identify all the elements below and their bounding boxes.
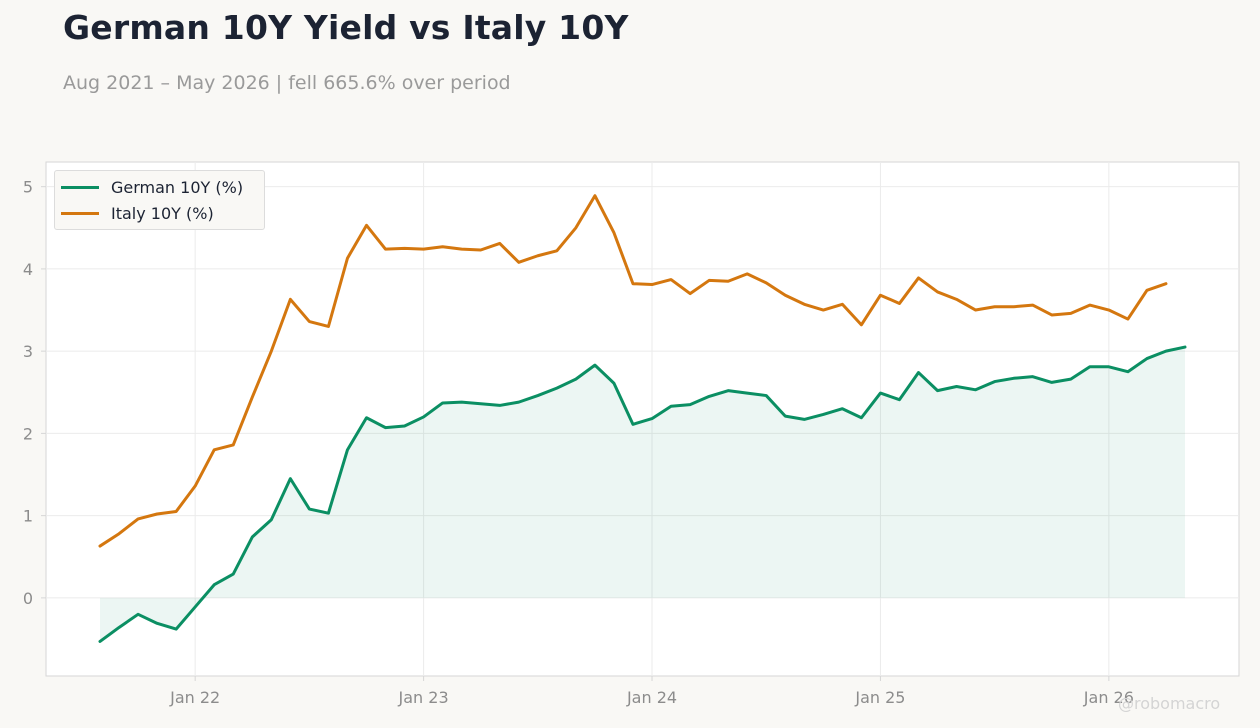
watermark: @robomacro [1118, 694, 1221, 713]
chart-title: German 10Y Yield vs Italy 10Y [63, 8, 629, 47]
legend-item-german: German 10Y (%) [61, 178, 243, 197]
x-tick-label: Jan 22 [169, 688, 220, 707]
y-tick-label: 4 [23, 260, 33, 279]
y-tick-label: 1 [23, 507, 33, 526]
legend-label-italy: Italy 10Y (%) [111, 204, 214, 223]
italy-10y-line [98, 194, 1168, 548]
y-tick-label: 3 [23, 342, 33, 361]
legend-swatch-italy [61, 212, 99, 215]
x-tick-label: Jan 24 [626, 688, 677, 707]
y-tick-label: 2 [23, 424, 33, 443]
german-10y-line [98, 345, 1187, 643]
legend-swatch-german [61, 186, 99, 189]
legend-item-italy: Italy 10Y (%) [61, 204, 214, 223]
y-tick-label: 5 [23, 178, 33, 197]
y-tick-label: 0 [23, 589, 33, 608]
chart-legend: German 10Y (%) Italy 10Y (%) [54, 170, 265, 230]
x-tick-label: Jan 26 [1083, 688, 1134, 707]
x-tick-label: Jan 25 [854, 688, 905, 707]
chart-subtitle: Aug 2021 – May 2026 | fell 665.6% over p… [63, 72, 511, 94]
legend-label-german: German 10Y (%) [111, 178, 244, 197]
x-tick-label: Jan 23 [398, 688, 449, 707]
